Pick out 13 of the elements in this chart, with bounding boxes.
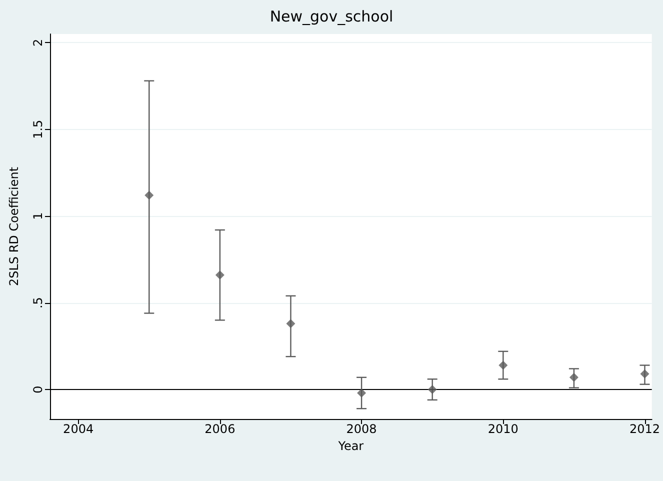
x-tick-label: 2004 <box>63 422 94 436</box>
y-tick-label: 1.5 <box>31 120 45 139</box>
y-tick-label: .5 <box>31 297 45 309</box>
y-axis-title: 2SLS RD Coefficient <box>7 166 21 286</box>
x-tick-label: 2008 <box>346 422 377 436</box>
x-axis-title: Year <box>337 438 364 453</box>
x-tick-label: 2012 <box>629 422 660 436</box>
y-tick-label: 1 <box>31 212 45 220</box>
x-tick-label: 2010 <box>488 422 518 436</box>
y-tick-label: 0 <box>31 386 45 394</box>
x-tick-label: 2006 <box>204 422 236 436</box>
chart-title: New_gov_school <box>270 8 394 26</box>
y-tick-label: 2 <box>31 38 45 46</box>
